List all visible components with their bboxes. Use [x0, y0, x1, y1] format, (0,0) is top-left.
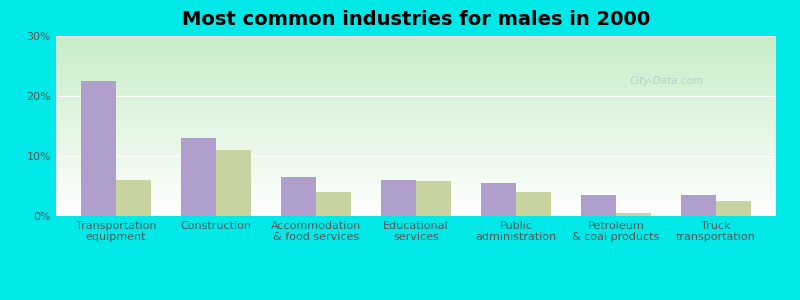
- Text: City-Data.com: City-Data.com: [630, 76, 704, 86]
- Bar: [316, 192, 351, 216]
- Bar: [281, 177, 316, 216]
- Bar: [681, 195, 716, 216]
- Bar: [516, 192, 551, 216]
- Bar: [381, 180, 416, 216]
- Bar: [716, 201, 751, 216]
- Bar: [616, 213, 651, 216]
- Title: Most common industries for males in 2000: Most common industries for males in 2000: [182, 10, 650, 29]
- Bar: [181, 138, 216, 216]
- Bar: [81, 81, 116, 216]
- Bar: [416, 181, 451, 216]
- Bar: [216, 150, 251, 216]
- Bar: [116, 180, 151, 216]
- Bar: [581, 195, 616, 216]
- Bar: [481, 183, 516, 216]
